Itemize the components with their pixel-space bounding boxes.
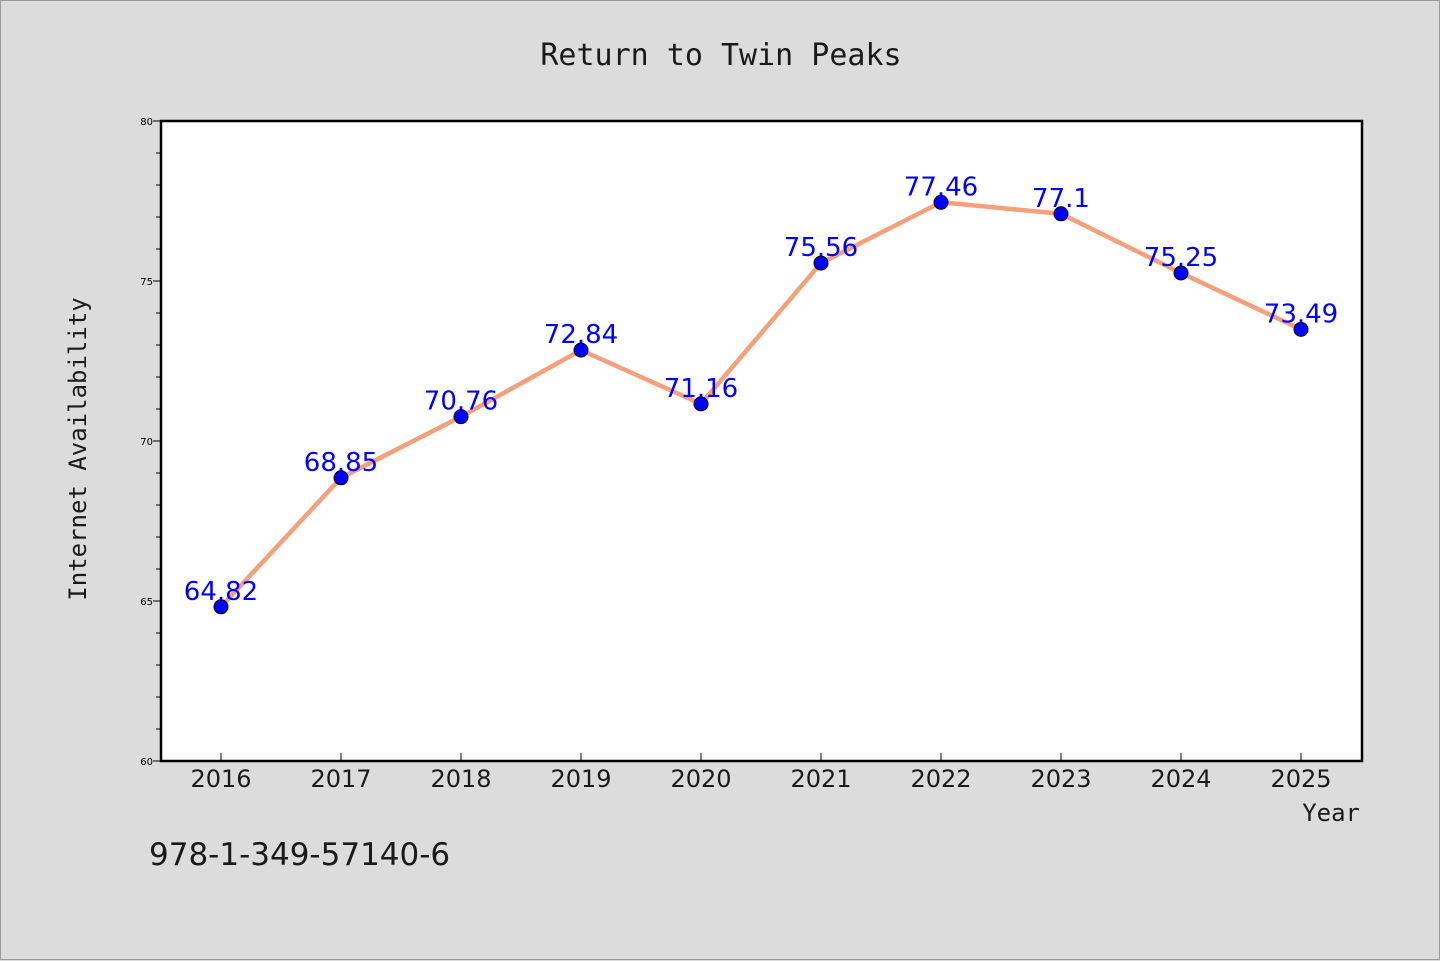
data-point (693, 396, 709, 412)
data-labels: 64.82 68.85 70.76 72.84 71.16 75.56 77.46 77.1 7… (184, 172, 1338, 606)
data-label: 73.49 (1264, 299, 1338, 329)
y-axis-label: Internet Availability (64, 297, 92, 600)
y-tick-label: 65 (140, 597, 153, 608)
y-axis: 60 65 70 75 80 (140, 117, 161, 768)
data-label: 77.1 (1032, 184, 1090, 214)
isbn-text: 978-1-349-57140-6 (149, 837, 450, 873)
data-point (813, 255, 829, 271)
y-tick-label: 75 (140, 277, 153, 288)
series-line (218, 200, 1304, 610)
plot-area (159, 119, 1364, 763)
data-label: 71.16 (664, 374, 738, 404)
data-point (453, 409, 469, 425)
y-tick-label: 60 (140, 757, 153, 768)
x-tick-label: 2021 (790, 765, 851, 793)
x-tick-label: 2025 (1270, 765, 1331, 793)
x-tick-label: 2022 (910, 765, 971, 793)
data-label: 70.76 (424, 387, 498, 417)
data-point (333, 470, 349, 486)
x-axis: 2016 2017 2018 2019 2020 2021 2022 2023 2024 2025 (190, 753, 1332, 793)
data-point (213, 599, 229, 615)
x-axis-label: Year (1302, 799, 1360, 827)
data-label: 75.25 (1144, 243, 1218, 273)
data-point (1173, 265, 1189, 281)
chart-title: Return to Twin Peaks (540, 38, 901, 73)
data-label: 68.85 (304, 448, 378, 478)
x-tick-label: 2016 (190, 765, 251, 793)
x-tick-label: 2019 (550, 765, 611, 793)
data-point (933, 194, 949, 210)
data-label: 75.56 (784, 233, 858, 263)
data-markers (213, 194, 1309, 615)
x-tick-label: 2017 (310, 765, 371, 793)
x-tick-label: 2023 (1030, 765, 1091, 793)
y-tick-label: 70 (140, 437, 153, 448)
data-point (573, 342, 589, 358)
data-point (1053, 206, 1069, 222)
series-line-group (218, 200, 1304, 610)
y-tick-label: 80 (140, 117, 153, 128)
x-tick-label: 2018 (430, 765, 491, 793)
data-point (1293, 321, 1309, 337)
x-tick-label: 2020 (670, 765, 731, 793)
data-label: 72.84 (544, 320, 618, 350)
data-label: 64.82 (184, 577, 258, 607)
data-label: 77.46 (904, 172, 978, 202)
x-tick-label: 2024 (1150, 765, 1211, 793)
